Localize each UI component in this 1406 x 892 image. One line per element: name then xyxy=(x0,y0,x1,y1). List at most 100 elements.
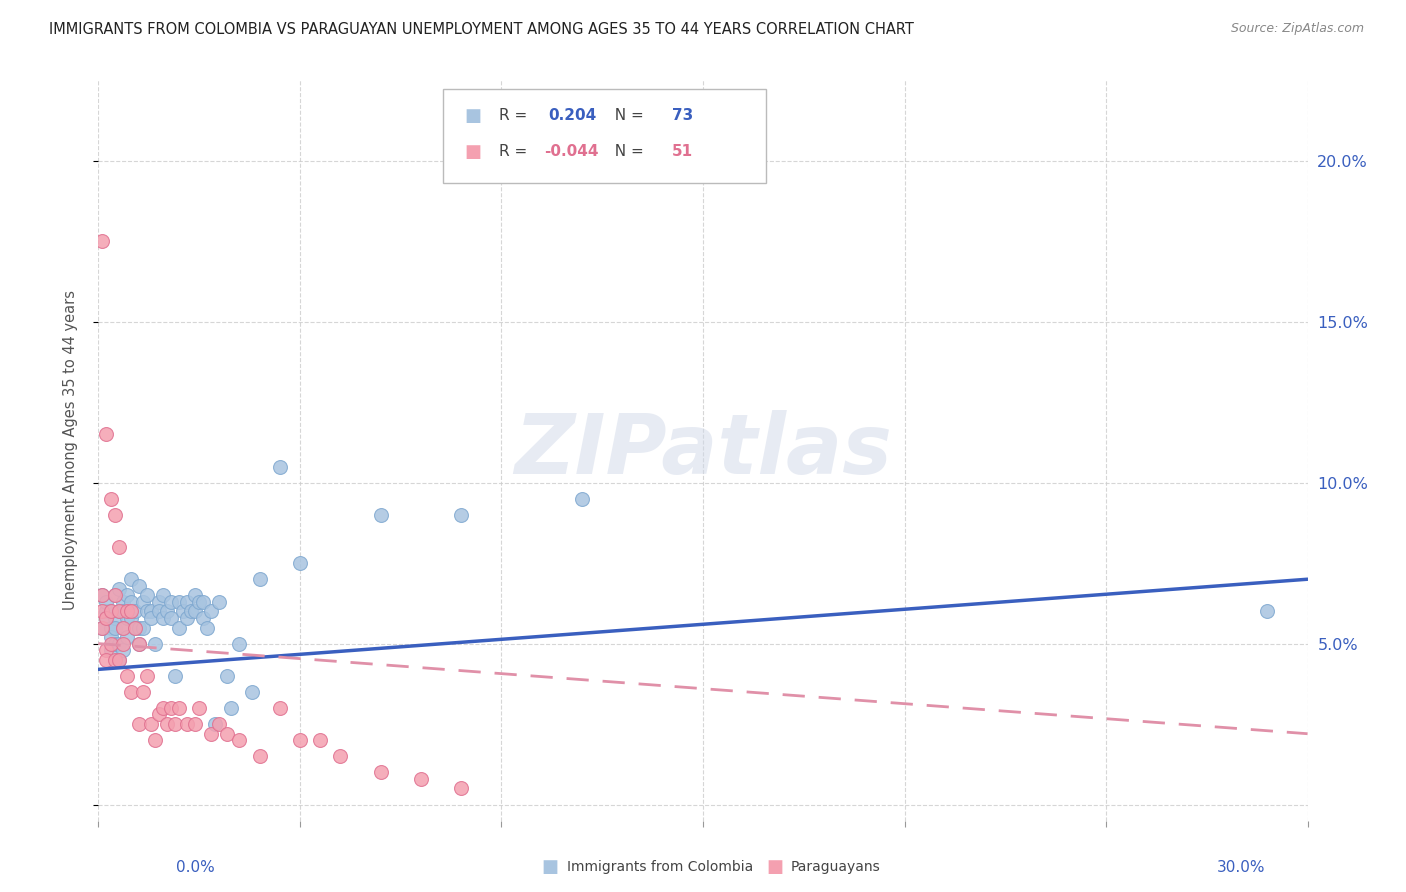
Point xyxy=(148,707,170,722)
Point xyxy=(107,604,129,618)
Point xyxy=(167,595,190,609)
Point xyxy=(148,595,170,609)
Point xyxy=(111,620,134,634)
Point xyxy=(96,595,118,609)
Point xyxy=(184,717,207,731)
Point xyxy=(120,572,142,586)
Text: 0.0%: 0.0% xyxy=(176,860,215,874)
Point xyxy=(188,701,211,715)
Point xyxy=(288,733,311,747)
Point xyxy=(1256,604,1278,618)
Point xyxy=(152,611,174,625)
Point xyxy=(96,643,118,657)
Point xyxy=(111,643,134,657)
Point xyxy=(111,620,134,634)
Point xyxy=(163,717,186,731)
Point xyxy=(217,669,239,683)
Point xyxy=(128,717,150,731)
Point xyxy=(107,637,129,651)
Text: Source: ZipAtlas.com: Source: ZipAtlas.com xyxy=(1230,22,1364,36)
Point xyxy=(269,459,291,474)
Point xyxy=(176,595,198,609)
Point xyxy=(132,685,155,699)
Point xyxy=(450,781,472,796)
Text: N =: N = xyxy=(605,109,648,123)
Point xyxy=(167,701,190,715)
Point xyxy=(249,572,271,586)
Point xyxy=(100,491,122,506)
Point xyxy=(249,749,271,764)
Point xyxy=(107,540,129,554)
Point xyxy=(100,643,122,657)
Point xyxy=(103,588,125,602)
Point xyxy=(152,588,174,602)
Point xyxy=(204,717,226,731)
Point xyxy=(148,604,170,618)
Point xyxy=(100,604,122,618)
Point xyxy=(128,637,150,651)
Point xyxy=(91,620,114,634)
Point xyxy=(111,604,134,618)
Point xyxy=(103,620,125,634)
Point xyxy=(96,604,118,618)
Point xyxy=(103,508,125,522)
Point xyxy=(172,604,194,618)
Point xyxy=(370,765,392,780)
Point xyxy=(329,749,352,764)
Text: N =: N = xyxy=(605,145,648,159)
Point xyxy=(176,717,198,731)
Text: 73: 73 xyxy=(672,109,693,123)
Point xyxy=(193,611,215,625)
Point xyxy=(200,727,222,741)
Point xyxy=(370,508,392,522)
Point xyxy=(91,604,114,618)
Point xyxy=(120,685,142,699)
Text: R =: R = xyxy=(499,109,537,123)
Point xyxy=(221,701,243,715)
Point xyxy=(163,669,186,683)
Point xyxy=(111,637,134,651)
Point xyxy=(115,588,138,602)
Point xyxy=(96,653,118,667)
Text: ZIPatlas: ZIPatlas xyxy=(515,410,891,491)
Point xyxy=(103,653,125,667)
Point xyxy=(128,579,150,593)
Point xyxy=(128,637,150,651)
Point xyxy=(143,637,166,651)
Point xyxy=(240,685,263,699)
Point xyxy=(269,701,291,715)
Point xyxy=(450,508,472,522)
Text: 0.204: 0.204 xyxy=(548,109,596,123)
Point xyxy=(100,637,122,651)
Point xyxy=(100,620,122,634)
Point xyxy=(228,733,250,747)
Point xyxy=(167,620,190,634)
Point xyxy=(135,604,157,618)
Text: 30.0%: 30.0% xyxy=(1218,860,1265,874)
Point xyxy=(107,653,129,667)
Point xyxy=(91,588,114,602)
Point xyxy=(100,630,122,644)
Point xyxy=(115,604,138,618)
Point xyxy=(152,701,174,715)
Point xyxy=(107,582,129,596)
Point xyxy=(193,595,215,609)
Text: 51: 51 xyxy=(672,145,693,159)
Point xyxy=(107,604,129,618)
Point xyxy=(160,701,183,715)
Point xyxy=(160,595,183,609)
Point xyxy=(176,611,198,625)
Point xyxy=(132,595,155,609)
Point xyxy=(91,234,114,248)
Point xyxy=(115,630,138,644)
Point xyxy=(208,717,231,731)
Point xyxy=(180,604,202,618)
Point xyxy=(135,588,157,602)
Text: IMMIGRANTS FROM COLOMBIA VS PARAGUAYAN UNEMPLOYMENT AMONG AGES 35 TO 44 YEARS CO: IMMIGRANTS FROM COLOMBIA VS PARAGUAYAN U… xyxy=(49,22,914,37)
Point xyxy=(409,772,432,786)
Point xyxy=(100,604,122,618)
Point xyxy=(124,620,146,634)
Point xyxy=(184,604,207,618)
Point xyxy=(128,620,150,634)
Point xyxy=(156,717,179,731)
